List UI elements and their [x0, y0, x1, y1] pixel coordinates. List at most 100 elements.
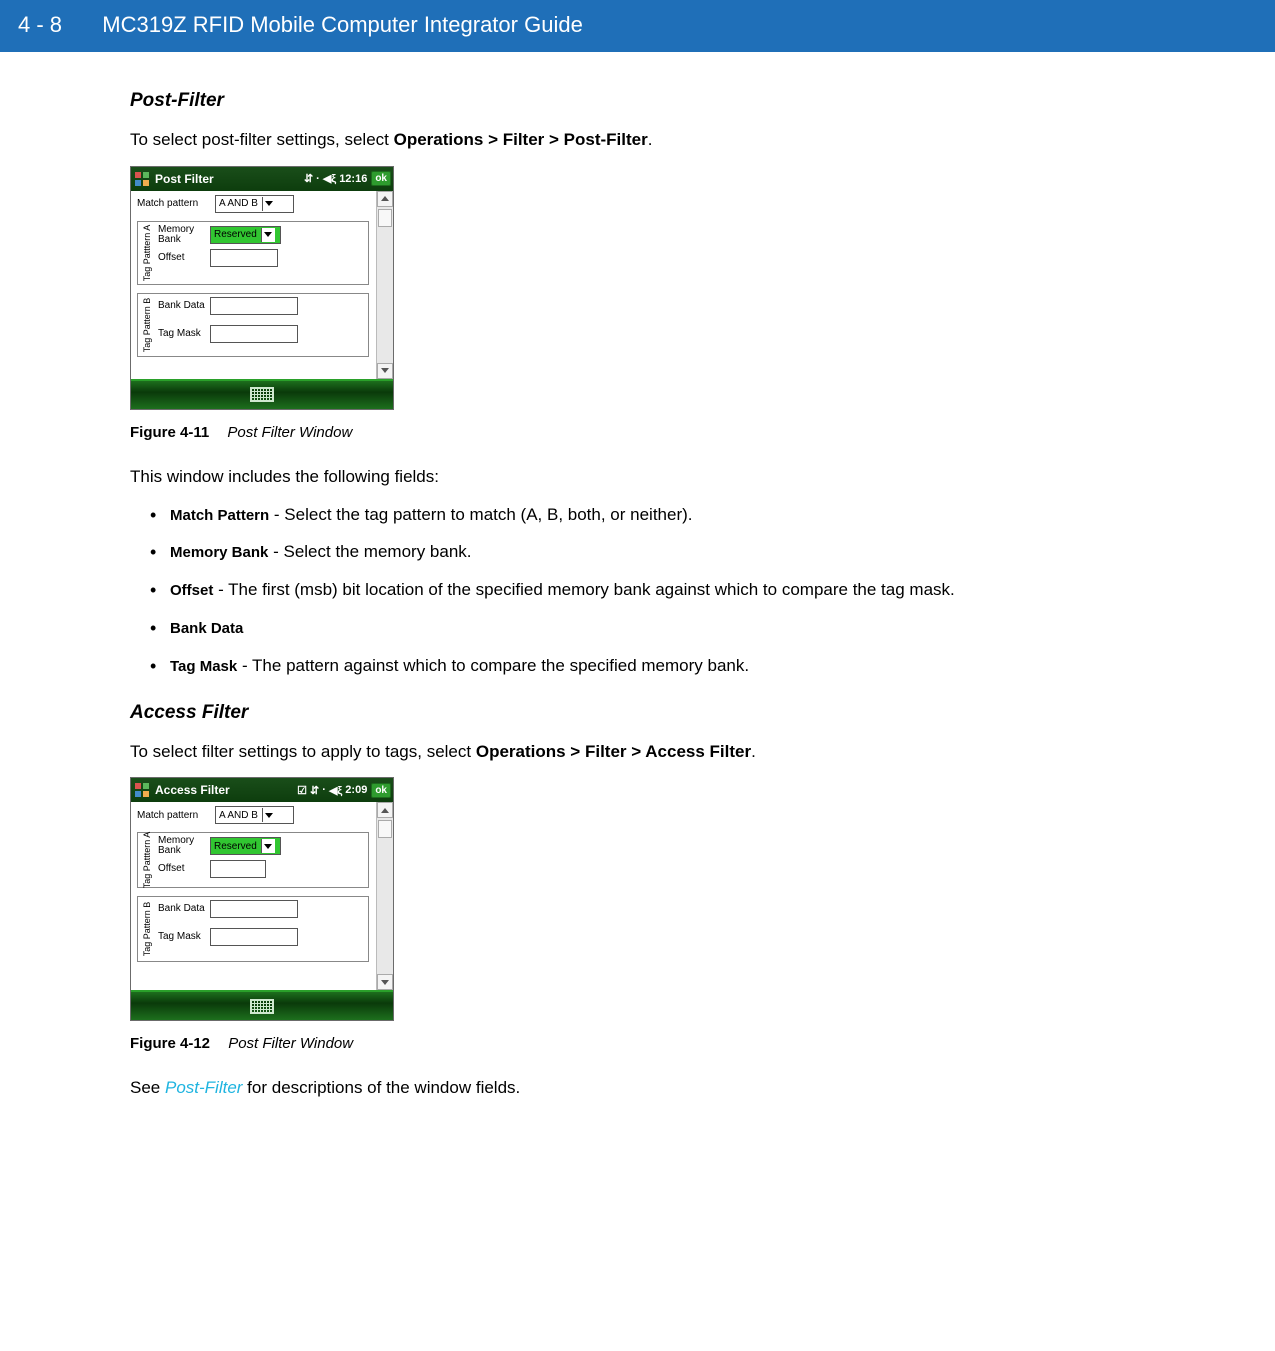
chevron-down-icon — [261, 839, 275, 853]
scrollbar[interactable] — [376, 191, 393, 379]
scroll-thumb[interactable] — [378, 209, 392, 227]
memory-bank-label: Memory Bank — [158, 836, 210, 856]
figure1-label: Figure 4-11 — [130, 424, 209, 441]
ok-button[interactable]: ok — [371, 171, 391, 186]
figure2-title: Post Filter Window — [214, 1035, 353, 1052]
section-heading-access-filter: Access Filter — [130, 702, 1130, 724]
screenshot-access-filter: Access Filter ☑ ⇵ · ◀ξ 2:09 ok Match pat… — [130, 777, 394, 1021]
volume-icon: ◀ξ — [323, 172, 336, 185]
scrollbar[interactable] — [376, 802, 393, 990]
bank-data-input[interactable] — [210, 297, 298, 315]
tag-mask-label: Tag Mask — [158, 932, 210, 942]
section1-intro-bold: Operations > Filter > Post-Filter — [394, 130, 648, 149]
signal-icon: ⇵ — [310, 784, 319, 797]
group-tag-pattern-a: Tag Patttern A Memory Bank Reserved Offs… — [137, 221, 369, 285]
group-tag-pattern-b: Tag Pattern B Bank Data Tag Mask — [137, 293, 369, 357]
match-pattern-select[interactable]: A AND B — [215, 806, 294, 824]
tag-mask-label: Tag Mask — [158, 329, 210, 339]
window-title: Post Filter — [155, 172, 214, 186]
signal-icon: ⇵ — [304, 172, 313, 185]
figure1-title: Post Filter Window — [213, 424, 352, 441]
offset-input[interactable] — [210, 249, 278, 267]
figure2-caption: Figure 4-12 Post Filter Window — [130, 1035, 1130, 1052]
offset-input[interactable] — [210, 860, 266, 878]
match-pattern-value: A AND B — [219, 810, 258, 821]
window-titlebar: Access Filter ☑ ⇵ · ◀ξ 2:09 ok — [131, 778, 393, 802]
content: Post-Filter To select post-filter settin… — [0, 52, 1130, 1154]
clock: 12:16 — [339, 173, 367, 185]
fields-intro: This window includes the following field… — [130, 465, 1130, 489]
doc-title: MC319Z RFID Mobile Computer Integrator G… — [102, 12, 583, 37]
memory-bank-value: Reserved — [214, 229, 257, 240]
chevron-down-icon — [262, 197, 276, 211]
group-a-label: Tag Patttern A — [142, 825, 152, 895]
field-desc: - Select the memory bank. — [268, 542, 471, 561]
field-name: Match Pattern — [170, 507, 269, 524]
memory-bank-select[interactable]: Reserved — [210, 226, 281, 244]
group-a-label: Tag Patttern A — [142, 218, 152, 288]
group-tag-pattern-a: Tag Patttern A Memory Bank Reserved Offs… — [137, 832, 369, 888]
bank-data-label: Bank Data — [158, 904, 210, 914]
ok-button[interactable]: ok — [371, 783, 391, 798]
field-name: Bank Data — [170, 620, 243, 637]
offset-label: Offset — [158, 864, 210, 874]
figure1-caption: Figure 4-11 Post Filter Window — [130, 424, 1130, 441]
field-name: Offset — [170, 582, 213, 599]
tag-mask-input[interactable] — [210, 928, 298, 946]
field-name: Tag Mask — [170, 658, 237, 675]
chevron-down-icon — [261, 228, 275, 242]
window-title: Access Filter — [155, 783, 230, 797]
separator-icon: · — [322, 784, 326, 796]
section2-intro: To select filter settings to apply to ta… — [130, 740, 1130, 764]
scroll-down-button[interactable] — [377, 363, 393, 379]
clock: 2:09 — [345, 784, 367, 796]
form-area: Match pattern A AND B Tag Patttern A Mem… — [131, 802, 376, 990]
keyboard-icon[interactable] — [250, 999, 274, 1014]
section1-intro: To select post-filter settings, select O… — [130, 128, 1130, 152]
section-heading-post-filter: Post-Filter — [130, 90, 1130, 112]
memory-bank-label: Memory Bank — [158, 225, 210, 245]
memory-bank-select[interactable]: Reserved — [210, 837, 281, 855]
field-desc: - Select the tag pattern to match (A, B,… — [269, 505, 692, 524]
match-pattern-label: Match pattern — [137, 810, 215, 821]
list-item: Memory Bank - Select the memory bank. — [130, 540, 1130, 564]
offset-label: Offset — [158, 253, 210, 263]
status-icons: ☑ ⇵ · ◀ξ 2:09 — [297, 784, 367, 797]
list-item: Offset - The first (msb) bit location of… — [130, 578, 1130, 602]
volume-icon: ◀ξ — [329, 784, 342, 797]
section1-intro-pre: To select post-filter settings, select — [130, 130, 394, 149]
section2-intro-pre: To select filter settings to apply to ta… — [130, 742, 476, 761]
match-pattern-label: Match pattern — [137, 198, 215, 209]
match-pattern-select[interactable]: A AND B — [215, 195, 294, 213]
bank-data-input[interactable] — [210, 900, 298, 918]
doc-header: 4 - 8 MC319Z RFID Mobile Computer Integr… — [0, 0, 1275, 52]
soft-key-bar — [131, 990, 393, 1020]
match-pattern-value: A AND B — [219, 198, 258, 209]
list-item: Bank Data — [130, 616, 1130, 640]
window-titlebar: Post Filter ⇵ · ◀ξ 12:16 ok — [131, 167, 393, 191]
footer-text: See Post-Filter for descriptions of the … — [130, 1076, 1130, 1100]
screenshot-post-filter: Post Filter ⇵ · ◀ξ 12:16 ok Match patter… — [130, 166, 394, 410]
section2-intro-post: . — [751, 742, 756, 761]
list-item: Match Pattern - Select the tag pattern t… — [130, 503, 1130, 527]
page-number: 4 - 8 — [18, 12, 62, 37]
scroll-thumb[interactable] — [378, 820, 392, 838]
memory-bank-value: Reserved — [214, 841, 257, 852]
scroll-up-button[interactable] — [377, 802, 393, 818]
keyboard-icon[interactable] — [250, 387, 274, 402]
section2-intro-bold: Operations > Filter > Access Filter — [476, 742, 751, 761]
footer-pre: See — [130, 1078, 165, 1097]
scroll-down-button[interactable] — [377, 974, 393, 990]
group-tag-pattern-b: Tag Pattern B Bank Data Tag Mask — [137, 896, 369, 962]
section1-intro-post: . — [648, 130, 653, 149]
separator-icon: · — [316, 173, 320, 185]
status-icons: ⇵ · ◀ξ 12:16 — [304, 172, 367, 185]
tag-mask-input[interactable] — [210, 325, 298, 343]
windows-start-icon[interactable] — [133, 170, 151, 188]
soft-key-bar — [131, 379, 393, 409]
scroll-up-button[interactable] — [377, 191, 393, 207]
figure2-label: Figure 4-12 — [130, 1035, 210, 1052]
footer-link[interactable]: Post-Filter — [165, 1078, 242, 1097]
footer-post: for descriptions of the window fields. — [242, 1078, 520, 1097]
windows-start-icon[interactable] — [133, 781, 151, 799]
